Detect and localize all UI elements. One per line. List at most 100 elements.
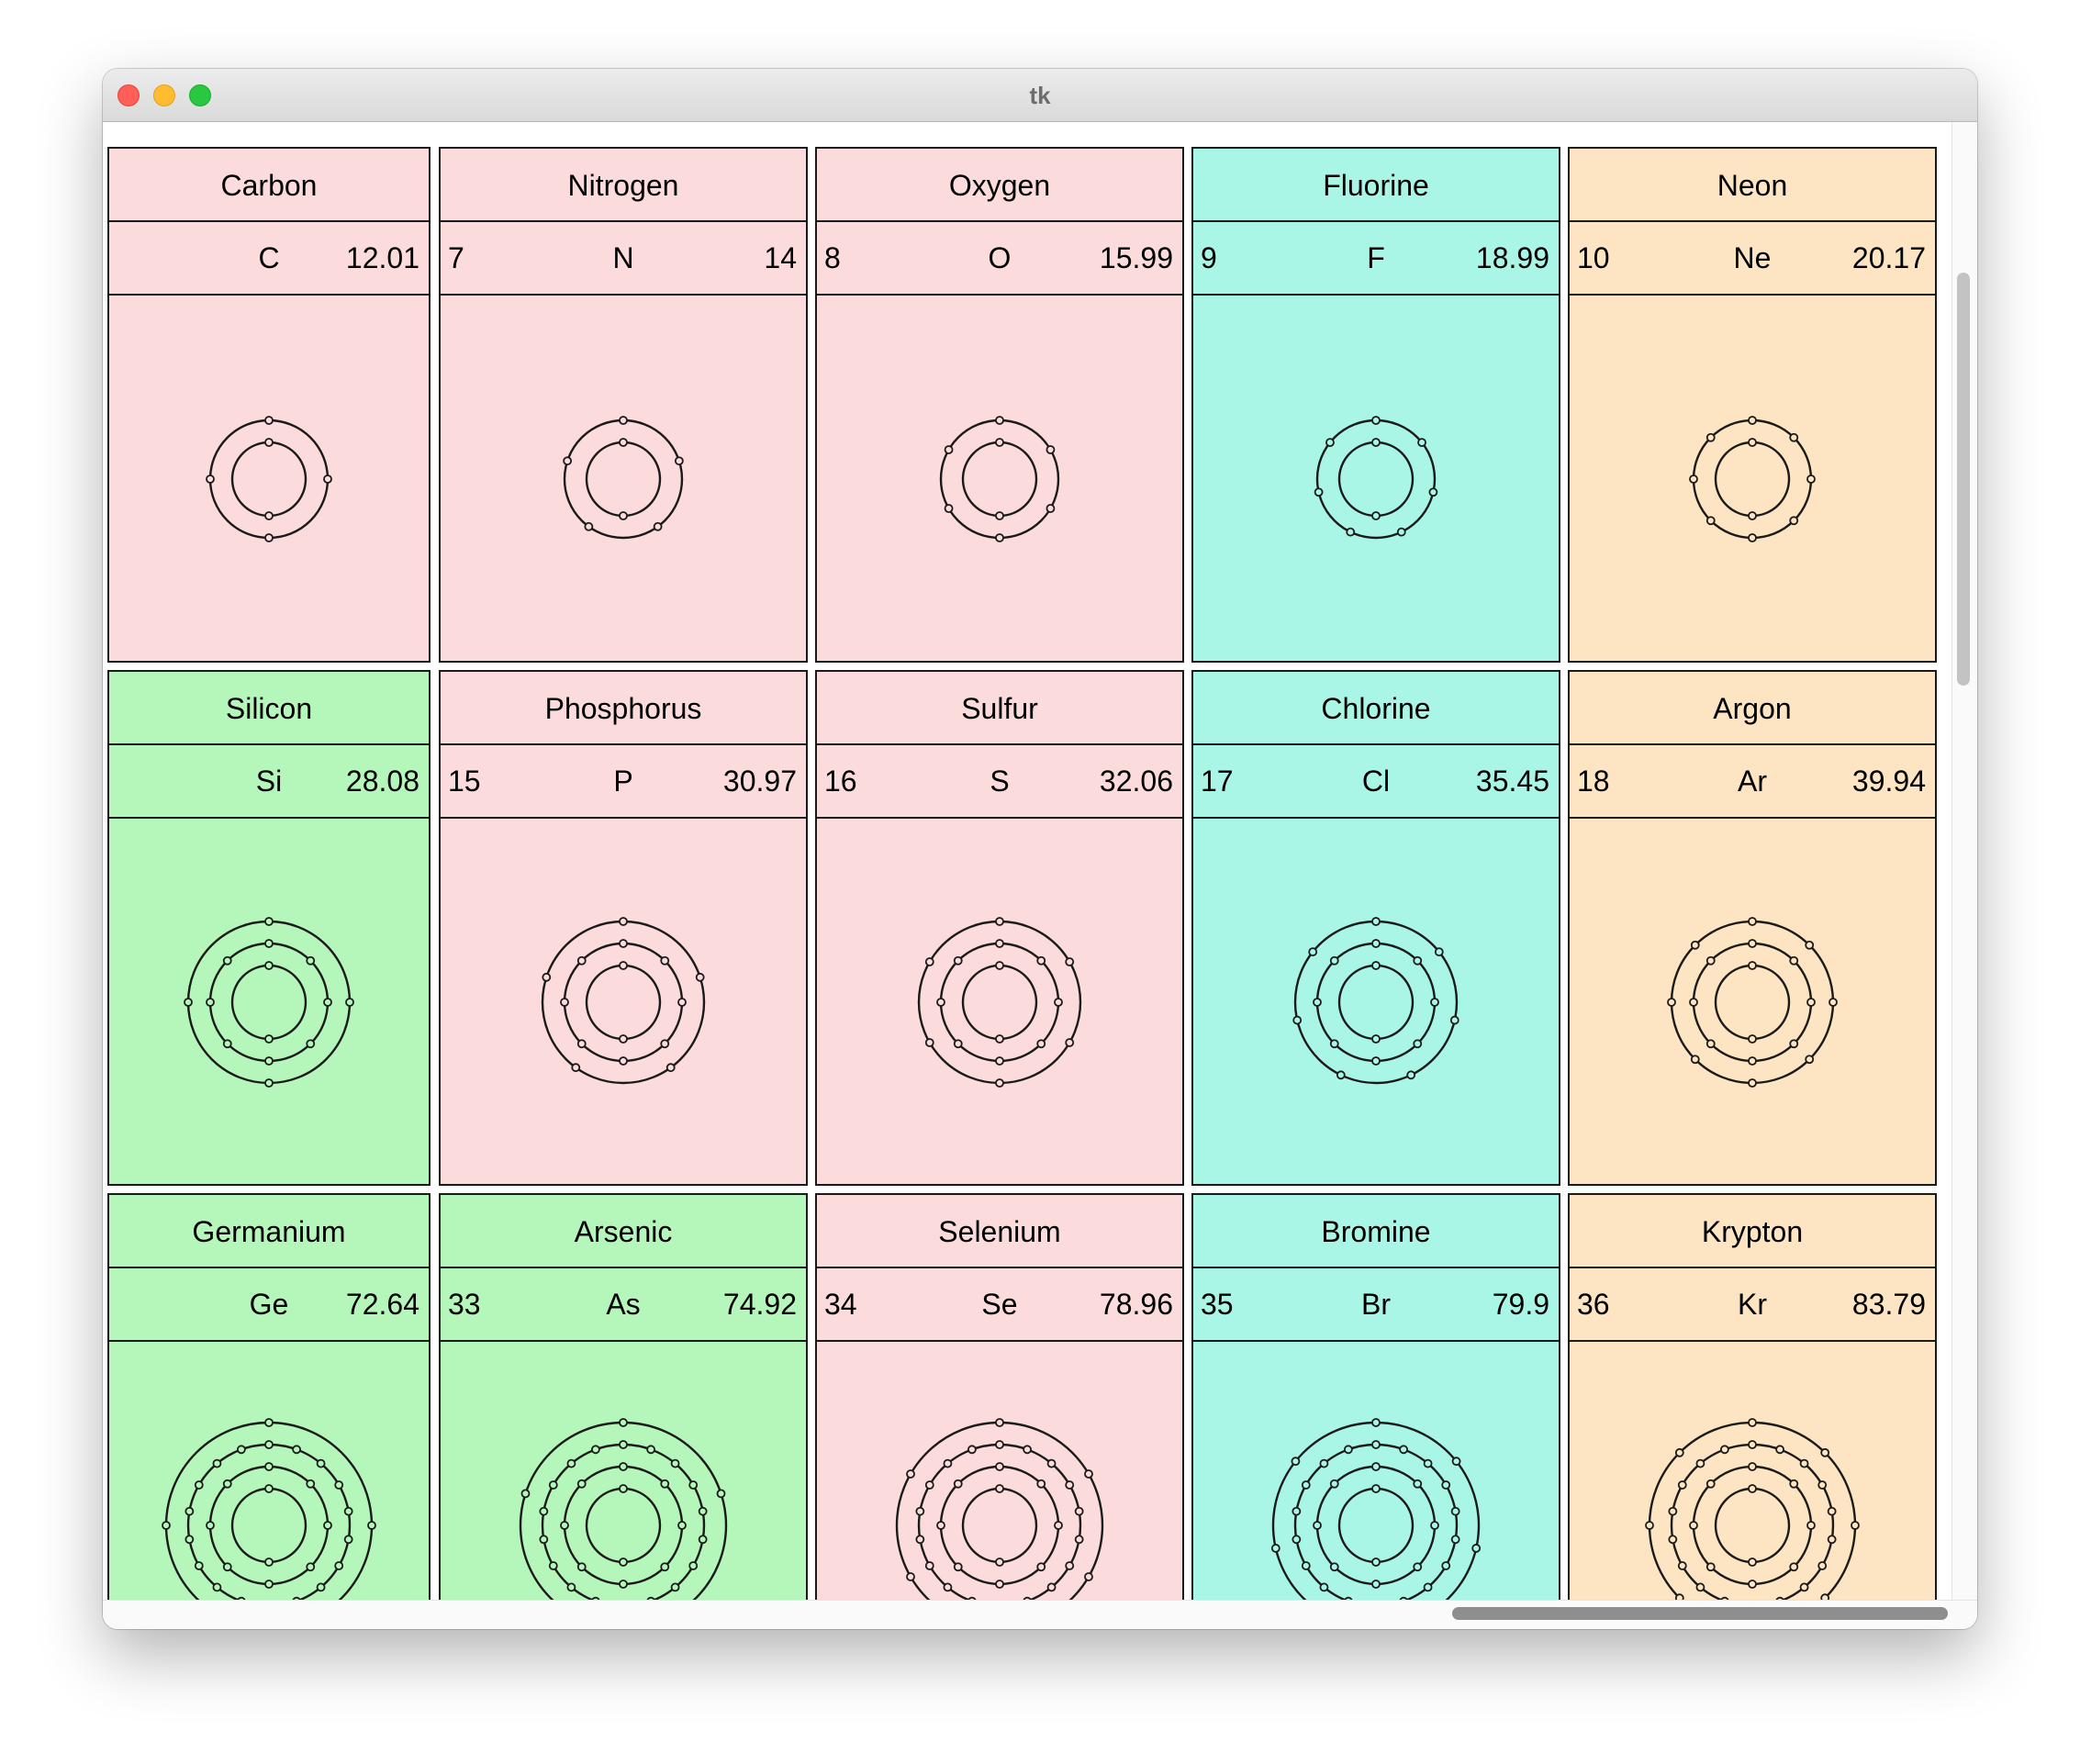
element-tile-bromine[interactable]: Bromine 35 Br 79.9	[1191, 1193, 1560, 1629]
electron	[194, 1480, 204, 1490]
electron	[1371, 917, 1381, 926]
divider	[109, 294, 429, 296]
title-bar[interactable]: tk	[103, 69, 1977, 122]
element-tile-fluorine[interactable]: Fluorine 9 F 18.99	[1191, 147, 1560, 663]
element-tile-silicon[interactable]: Silicon Si 28.08	[107, 670, 431, 1186]
electron	[576, 1039, 587, 1049]
element-symbol: S	[990, 765, 1010, 798]
element-tile-arsenic[interactable]: Arsenic 33 As 74.92	[439, 1193, 808, 1629]
electron	[264, 1557, 274, 1567]
electron	[1325, 438, 1335, 448]
atomic-number: 15	[448, 765, 481, 798]
bohr-model-diagram	[1689, 416, 1816, 542]
element-tile-carbon[interactable]: Carbon C 12.01	[107, 147, 431, 663]
electron	[995, 961, 1004, 970]
electron-shell-1	[230, 441, 308, 518]
electron	[1799, 1458, 1809, 1468]
bohr-model-diagram	[184, 917, 354, 1088]
element-symbol: F	[1367, 241, 1385, 274]
close-button[interactable]	[117, 84, 140, 106]
atomic-number: 16	[824, 765, 857, 798]
electron	[1827, 1535, 1837, 1545]
electron	[1346, 527, 1356, 537]
bohr-model-diagram	[1645, 1418, 1860, 1629]
element-tile-neon[interactable]: Neon 10 Ne 20.17	[1568, 147, 1937, 663]
element-symbol: As	[606, 1288, 641, 1321]
divider	[817, 220, 1182, 222]
zoom-button[interactable]	[189, 84, 211, 106]
bohr-model-diagram	[519, 1418, 728, 1629]
element-tile-oxygen[interactable]: Oxygen 8 O 15.99	[815, 147, 1184, 663]
element-symbol: Ge	[249, 1288, 289, 1321]
electron-shell-1	[1714, 964, 1791, 1041]
element-tile-nitrogen[interactable]: Nitrogen 7 N 14	[439, 147, 808, 663]
element-name: Silicon	[225, 692, 313, 725]
electron	[1441, 1480, 1451, 1490]
divider	[817, 294, 1182, 296]
electron-shell-4	[895, 1421, 1104, 1629]
electron	[953, 955, 963, 966]
electron	[1748, 438, 1757, 447]
divider	[109, 743, 429, 745]
electron	[1775, 1445, 1785, 1455]
element-name: Sulfur	[961, 692, 1038, 725]
atomic-number: 8	[824, 241, 841, 274]
divider	[1570, 294, 1935, 296]
element-name: Fluorine	[1323, 169, 1429, 202]
element-name: Argon	[1713, 692, 1792, 725]
electron	[184, 998, 193, 1007]
electron	[236, 1445, 246, 1455]
electron	[995, 416, 1004, 425]
electron	[1046, 1582, 1057, 1592]
minimize-button[interactable]	[153, 84, 175, 106]
electron	[212, 1582, 222, 1592]
electron	[1705, 1562, 1716, 1572]
electron	[1748, 1034, 1757, 1044]
electron	[619, 1418, 628, 1427]
electron	[1301, 1561, 1311, 1570]
electron	[1705, 432, 1716, 442]
electron	[1417, 438, 1426, 448]
bohr-model-diagram	[939, 416, 1060, 542]
element-tile-krypton[interactable]: Krypton 36 Kr 83.79	[1568, 1193, 1937, 1629]
electron	[1806, 1521, 1816, 1530]
electron	[576, 1479, 587, 1489]
electron	[1434, 947, 1444, 957]
electron	[1371, 1440, 1381, 1449]
element-tile-sulfur[interactable]: Sulfur 16 S 32.06	[815, 670, 1184, 1186]
element-tile-germanium[interactable]: Germanium Ge 72.64	[107, 1193, 431, 1629]
electron	[995, 438, 1004, 447]
divider	[1193, 743, 1559, 745]
electron	[206, 998, 215, 1007]
electron	[1023, 1445, 1033, 1455]
electron	[345, 998, 354, 1007]
electron	[1668, 1506, 1678, 1516]
element-tile-selenium[interactable]: Selenium 34 Se 78.96	[815, 1193, 1184, 1629]
electron	[660, 1479, 670, 1489]
electron	[1313, 1521, 1322, 1530]
electron	[264, 416, 274, 425]
element-canvas[interactable]: Carbon C 12.01 Nitrogen 7 N 14 Oxygen 8 O 15.99 Flu…	[103, 122, 1977, 1629]
element-tile-phosphorus[interactable]: Phosphorus 15 P 30.97	[439, 670, 808, 1186]
bohr-model-diagram	[162, 1418, 376, 1629]
electron	[660, 1562, 670, 1572]
electron	[1450, 1535, 1460, 1545]
electron	[688, 1561, 699, 1570]
horizontal-scroll-thumb[interactable]	[1452, 1607, 1948, 1620]
element-tile-argon[interactable]: Argon 18 Ar 39.94	[1568, 670, 1937, 1186]
electron	[194, 1561, 204, 1570]
electron	[1319, 1582, 1329, 1592]
electron	[660, 1039, 670, 1049]
electron	[343, 1506, 353, 1516]
atomic-mass: 35.45	[1475, 765, 1549, 798]
element-tile-chlorine[interactable]: Chlorine 17 Cl 35.45	[1191, 670, 1560, 1186]
atomic-mass: 79.9	[1492, 1288, 1549, 1321]
electron	[619, 939, 628, 948]
electron	[1471, 1544, 1482, 1553]
element-info-row: 9 F 18.99	[1193, 222, 1559, 294]
element-name: Krypton	[1701, 1215, 1804, 1248]
element-info-row: 17 Cl 35.45	[1193, 745, 1559, 817]
electron	[1371, 961, 1381, 970]
vertical-scroll-thumb[interactable]	[1957, 273, 1970, 686]
electron-shell-1	[1337, 1487, 1415, 1564]
